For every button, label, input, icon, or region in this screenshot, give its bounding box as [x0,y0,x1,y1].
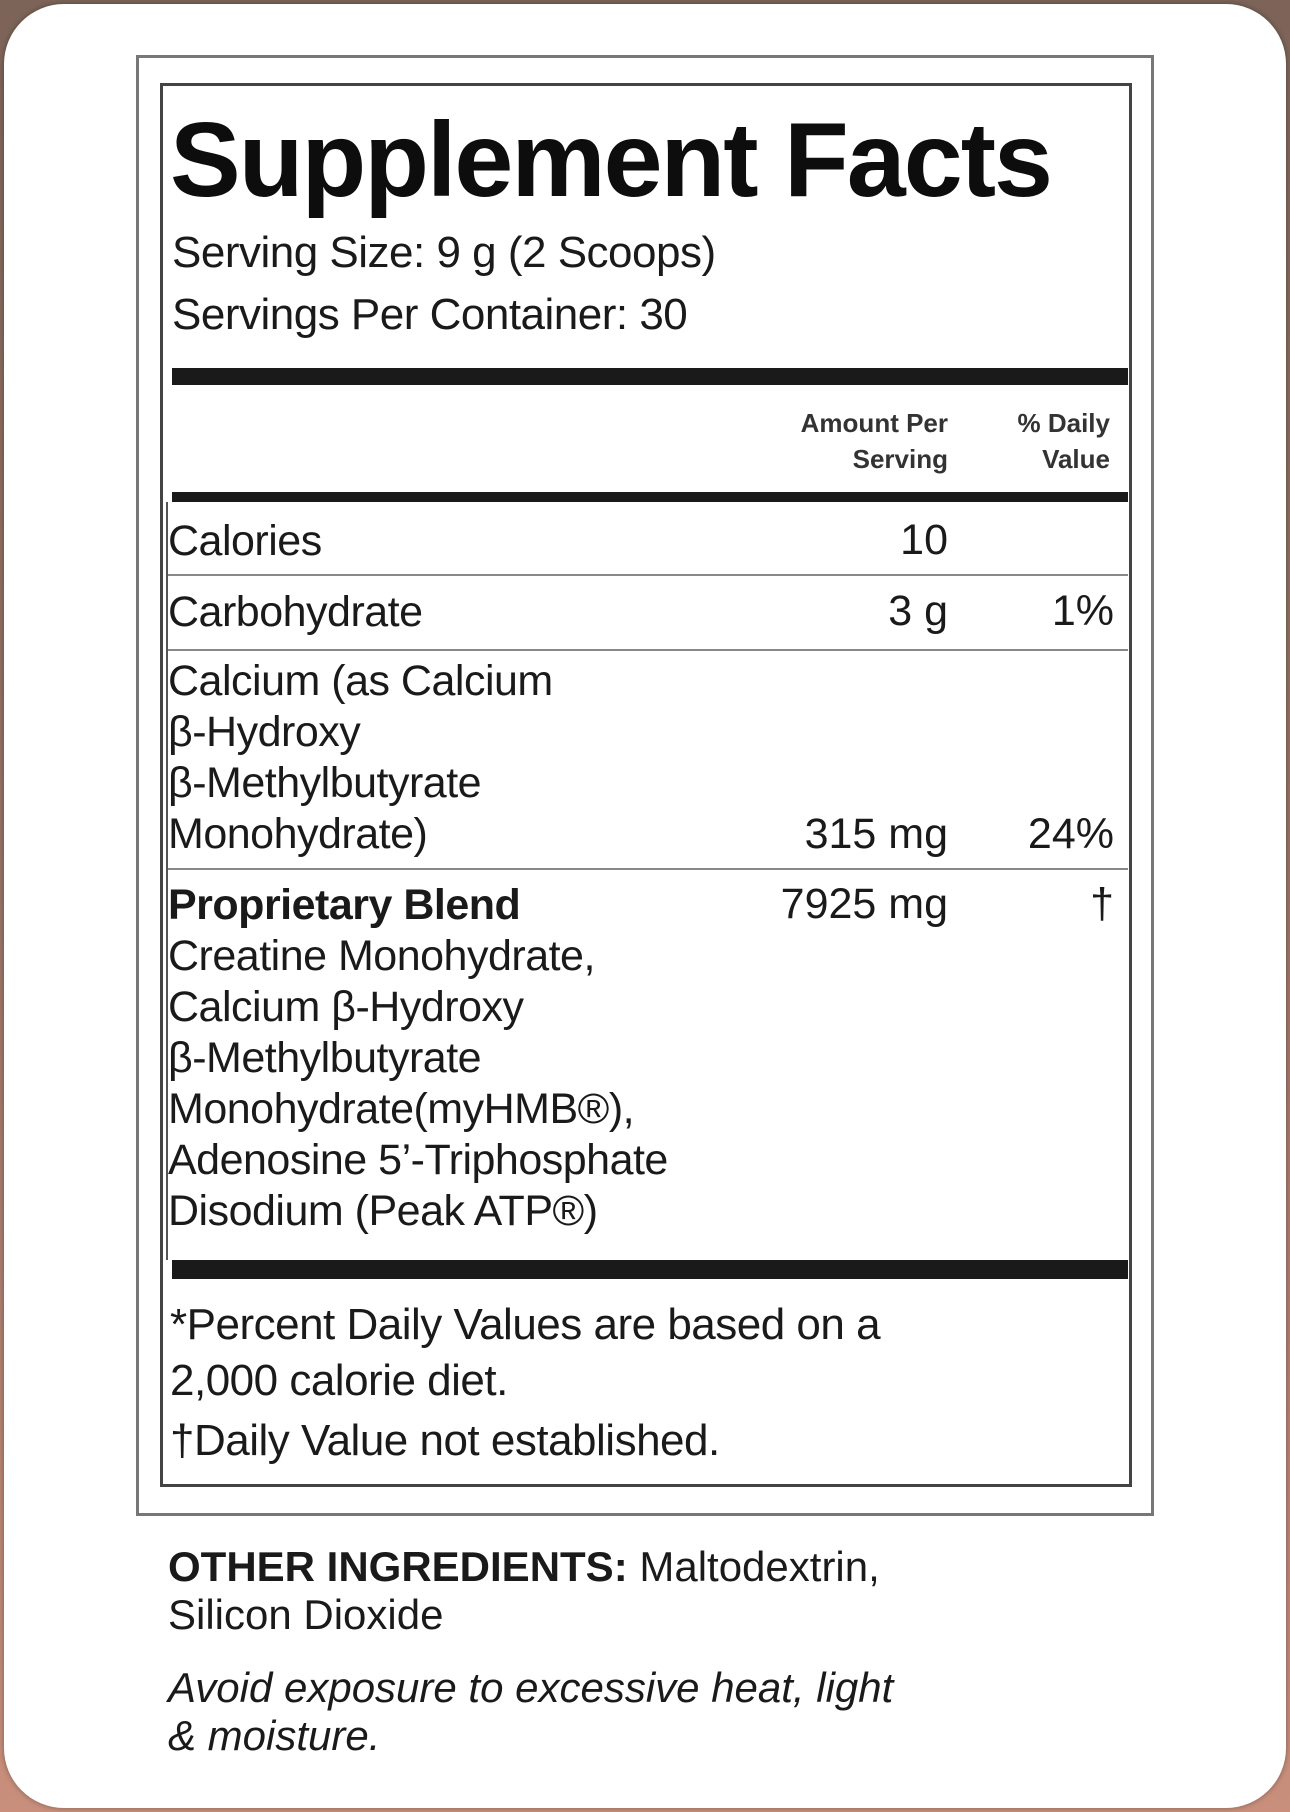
servings-per-container: Servings Per Container: 30 [172,290,688,339]
other-ingredients-heading: OTHER INGREDIENTS: [168,1543,628,1590]
header-dv-line1: % Daily [1017,408,1111,438]
thick-divider [172,1260,1128,1279]
nutrient-dv: 24% [1027,810,1114,858]
nutrient-name: Calcium (as Calcium β-Hydroxy β-Methylbu… [168,656,553,860]
blend-amount: 7925 mg [780,880,948,928]
nutrient-dv: 1% [1051,587,1114,635]
thick-divider [172,368,1128,385]
serving-size: Serving Size: 9 g (2 Scoops) [172,228,716,277]
row-divider [168,574,1128,576]
blend-line: Monohydrate(myHMB®), [168,1085,635,1133]
other-ingredients: OTHER INGREDIENTS: Maltodextrin, Silicon… [168,1543,880,1639]
nutrient-amount: 315 mg [804,810,948,858]
nutrient-name-line: β-Methylbutyrate [168,759,482,807]
blend-line: Adenosine 5’-Triphosphate [168,1136,668,1184]
other-ingredients-line2: Silicon Dioxide [168,1591,444,1638]
nutrient-name-line: Monohydrate) [168,810,428,858]
nutrient-amount: 3 g [888,587,948,635]
nutrient-name: Calories [168,517,322,565]
blend-line: β-Methylbutyrate [168,1034,482,1082]
label-card [4,4,1286,1808]
amount-per-serving-header: Amount Per Serving [801,405,948,477]
blend-line: Calcium β-Hydroxy [168,983,524,1031]
header-amount-line1: Amount Per [800,408,948,438]
blend-line: Disodium (Peak ATP®) [168,1187,598,1235]
nutrient-name: Carbohydrate [168,588,423,636]
blend-dv: † [1090,880,1114,928]
daily-value-header: % Daily Value [1018,405,1111,477]
rows-left-rule [166,502,168,1260]
blend-name: Proprietary Blend [168,881,521,929]
storage-warning: Avoid exposure to excessive heat, light … [168,1664,893,1760]
label-outer-border [136,55,1154,1516]
panel-title: Supplement Facts [170,101,1053,219]
supplement-facts-panel [160,83,1132,1487]
other-ingredients-line1: Maltodextrin, [627,1543,880,1590]
footnote-line: 2,000 calorie diet. [170,1356,508,1405]
nutrient-name-line: β-Hydroxy [168,708,361,756]
row-divider [168,649,1128,651]
footnote-line: †Daily Value not established. [170,1416,720,1465]
blend-line: Creatine Monohydrate, [168,932,595,980]
blend-ingredients: Creatine Monohydrate, Calcium β-Hydroxy … [168,931,668,1237]
storage-line2: & moisture. [168,1712,381,1759]
storage-line1: Avoid exposure to excessive heat, light [168,1664,894,1711]
nutrient-name-line: Calcium (as Calcium [168,657,553,705]
header-dv-line2: Value [1042,444,1110,474]
footnote-line: *Percent Daily Values are based on a [170,1300,881,1349]
nutrient-amount: 10 [900,516,948,564]
footnotes: *Percent Daily Values are based on a 2,0… [170,1297,881,1469]
medium-divider [172,492,1128,502]
row-divider [168,868,1128,870]
header-amount-line2: Serving [852,444,948,474]
